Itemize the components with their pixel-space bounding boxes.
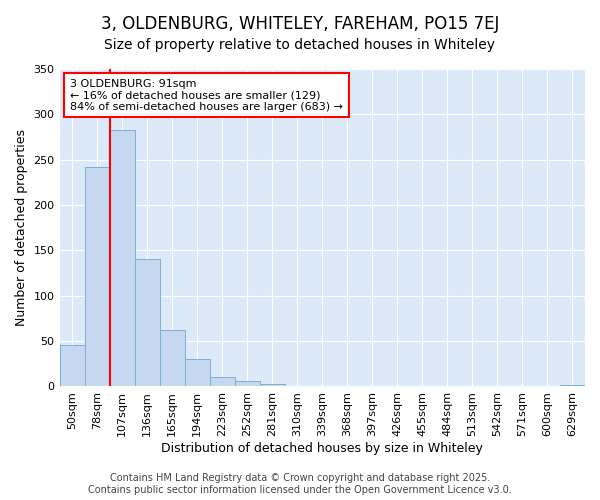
Bar [560, 384, 585, 386]
Bar [235, 381, 260, 386]
Bar [59, 344, 85, 387]
Y-axis label: Number of detached properties: Number of detached properties [15, 129, 28, 326]
Bar [85, 167, 110, 386]
Text: 3, OLDENBURG, WHITELEY, FAREHAM, PO15 7EJ: 3, OLDENBURG, WHITELEY, FAREHAM, PO15 7E… [101, 15, 499, 33]
Text: Contains HM Land Registry data © Crown copyright and database right 2025.
Contai: Contains HM Land Registry data © Crown c… [88, 474, 512, 495]
Bar [134, 260, 160, 386]
Bar [185, 359, 209, 386]
Text: Size of property relative to detached houses in Whiteley: Size of property relative to detached ho… [104, 38, 496, 52]
X-axis label: Distribution of detached houses by size in Whiteley: Distribution of detached houses by size … [161, 442, 483, 455]
Text: 3 OLDENBURG: 91sqm
← 16% of detached houses are smaller (129)
84% of semi-detach: 3 OLDENBURG: 91sqm ← 16% of detached hou… [70, 78, 343, 112]
Bar [160, 330, 185, 386]
Bar [260, 384, 285, 386]
Bar [110, 130, 134, 386]
Bar [209, 378, 235, 386]
